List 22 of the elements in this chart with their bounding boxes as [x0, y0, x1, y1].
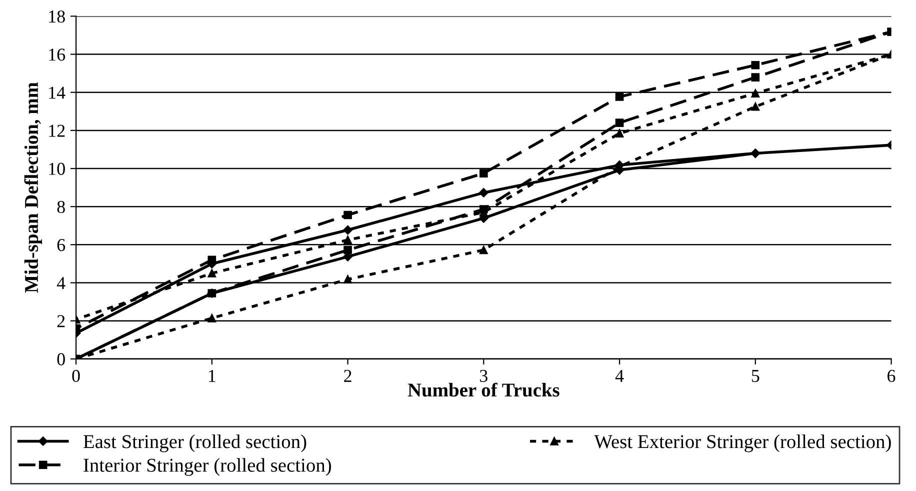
y-tick-label: 6	[57, 238, 66, 252]
x-tick-label: 5	[752, 370, 760, 382]
x-tick-label: 6	[888, 370, 896, 382]
y-tick-label: 10	[49, 162, 65, 175]
y-tick-label: 12	[49, 124, 65, 137]
legend-label: West Exterior Stringer (rolled section)	[594, 434, 891, 452]
y-tick-label: 14	[49, 86, 66, 99]
x-tick-label: 2	[344, 370, 352, 382]
legend-label: East Stringer (rolled section)	[83, 434, 306, 452]
y-tick-label: 2	[57, 315, 65, 328]
y-axis-title: Mid-span Deflection, mm	[24, 82, 42, 293]
x-axis-title: Number of Trucks	[408, 382, 560, 397]
x-tick-label: 1	[208, 370, 216, 382]
x-tick-label: 4	[615, 370, 624, 382]
y-tick-label: 8	[57, 200, 65, 214]
y-tick-label: 18	[49, 10, 65, 23]
x-tick-label: 3	[480, 370, 488, 382]
y-tick-label: 4	[56, 277, 66, 290]
x-tick-label: 0	[72, 370, 80, 382]
y-tick-label: 16	[49, 48, 66, 61]
y-tick-label: 0	[57, 353, 65, 366]
legend-label: Interior Stringer (rolled section)	[84, 458, 331, 476]
